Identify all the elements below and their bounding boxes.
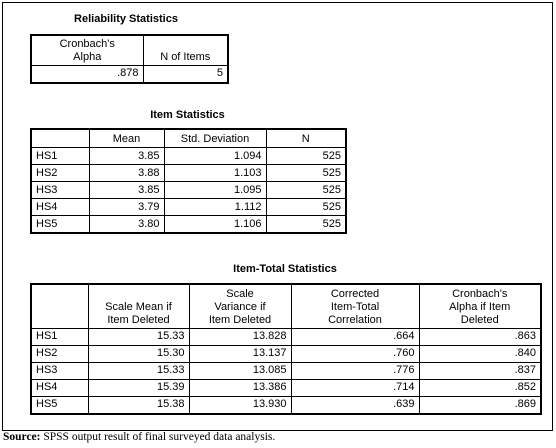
header-cell: Scale Mean if Item Deleted	[87, 283, 190, 329]
data-row: HS2 3.88 1.103 525	[30, 164, 347, 182]
frame	[2, 2, 553, 431]
header-row: Cronbach's Alpha N of Items	[30, 34, 229, 66]
cell: .878	[30, 64, 144, 83]
source-text: SPSS output result of final surveyed dat…	[43, 431, 276, 443]
cell: 15.38	[87, 395, 190, 414]
data-row: HS5 3.80 1.106 525	[30, 215, 347, 234]
row-label: HS2	[30, 344, 89, 363]
cell: 3.88	[88, 164, 165, 182]
source-label: Source:	[3, 431, 41, 443]
item-total-table: Scale Mean if Item Deleted Scale Variance…	[30, 283, 542, 415]
data-row: HS4 15.39 13.386.714.852	[30, 378, 542, 397]
cell: .869	[418, 395, 542, 414]
header-cell: Mean	[88, 128, 165, 148]
data-row: HS3 15.33 13.085.776.837	[30, 361, 542, 380]
data-row: HS2 15.30 13.137.760.840	[30, 344, 542, 363]
cell: 1.103	[163, 164, 267, 182]
header-row: Mean Std. Deviation N	[30, 128, 347, 148]
cell: .837	[418, 361, 542, 380]
data-row: HS5 15.38 13.930.639.869	[30, 395, 542, 414]
header-cell: Cronbach's Alpha	[30, 34, 144, 66]
header-cell: Corrected Item-Total Correlation	[290, 283, 420, 329]
row-label: HS5	[30, 215, 90, 234]
cell: .760	[290, 344, 420, 363]
cell: .664	[290, 327, 420, 346]
header-cell	[30, 128, 90, 148]
header-cell: Cronbach's Alpha if Item Deleted	[418, 283, 542, 329]
header-cell: Scale Variance if Item Deleted	[188, 283, 292, 329]
cell: .840	[418, 344, 542, 363]
cell: 15.33	[87, 361, 190, 380]
cell: 525	[265, 147, 347, 165]
cell: 13.085	[188, 361, 292, 380]
header-cell: Std. Deviation	[163, 128, 267, 148]
cell: 15.33	[87, 327, 190, 346]
cell: 525	[265, 215, 347, 234]
cell: 15.30	[87, 344, 190, 363]
cell: .863	[418, 327, 542, 346]
data-row: HS1 3.85 1.094 525	[30, 147, 347, 165]
cell: 13.930	[188, 395, 292, 414]
row-label: HS5	[30, 395, 89, 414]
row-label: HS4	[30, 198, 90, 216]
cell: .852	[418, 378, 542, 397]
cell: 5	[142, 64, 229, 83]
table-title: Reliability Statistics	[74, 13, 178, 25]
source-note: Source: SPSS output result of final surv…	[3, 431, 275, 443]
row-label: HS1	[30, 327, 89, 346]
cell: 13.828	[188, 327, 292, 346]
cell: 1.106	[163, 215, 267, 234]
cell: 525	[265, 164, 347, 182]
cell: .639	[290, 395, 420, 414]
cell: 525	[265, 198, 347, 216]
cell: 13.386	[188, 378, 292, 397]
cell: 3.79	[88, 198, 165, 216]
row-label: HS4	[30, 378, 89, 397]
row-label: HS1	[30, 147, 90, 165]
cell: .714	[290, 378, 420, 397]
row-label: HS3	[30, 361, 89, 380]
data-row: .878 5	[30, 64, 229, 83]
cell: 15.39	[87, 378, 190, 397]
row-label: HS3	[30, 181, 90, 199]
cell: 3.85	[88, 181, 165, 199]
data-row: HS3 3.85 1.095 525	[30, 181, 347, 199]
cell: 3.80	[88, 215, 165, 234]
data-row: HS1 15.33 13.828.664.863	[30, 327, 542, 346]
row-label: HS2	[30, 164, 90, 182]
cell: .776	[290, 361, 420, 380]
cell: 1.095	[163, 181, 267, 199]
table-title: Item Statistics	[150, 109, 225, 121]
header-row: Scale Mean if Item Deleted Scale Variance…	[30, 283, 542, 329]
cell: 3.85	[88, 147, 165, 165]
header-cell	[30, 283, 89, 329]
header-cell: N of Items	[142, 34, 229, 66]
table-title: Item-Total Statistics	[233, 263, 337, 275]
data-row: HS4 3.79 1.112 525	[30, 198, 347, 216]
header-cell: N	[265, 128, 347, 148]
cell: 525	[265, 181, 347, 199]
cell: 1.112	[163, 198, 267, 216]
item-statistics-table: Mean Std. Deviation N HS1 3.85 1.094 525 HS2 3.8…	[30, 128, 347, 234]
reliability-table: Cronbach's Alpha N of Items .878 5	[30, 34, 229, 84]
cell: 1.094	[163, 147, 267, 165]
cell: 13.137	[188, 344, 292, 363]
